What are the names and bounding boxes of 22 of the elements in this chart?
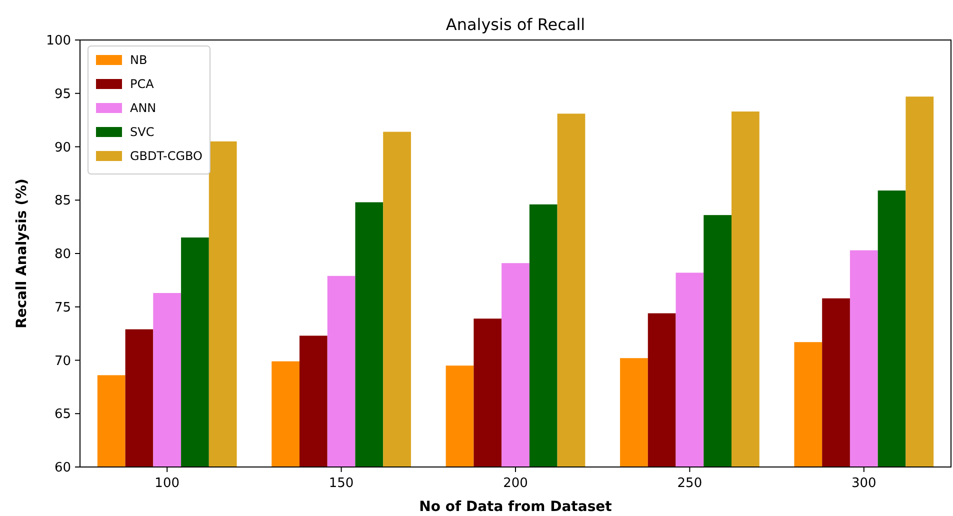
y-axis-title: Recall Analysis (%): [14, 178, 30, 328]
legend-label: ANN: [130, 101, 156, 116]
chart-title: Analysis of Recall: [446, 15, 586, 34]
x-tick-label: 200: [503, 476, 528, 491]
x-axis-title: No of Data from Dataset: [419, 499, 612, 515]
legend-label: SVC: [130, 125, 154, 140]
y-tick-label: 65: [54, 407, 71, 422]
y-tick-label: 100: [46, 34, 71, 49]
x-tick-label: 300: [851, 476, 876, 491]
legend-label: PCA: [130, 77, 155, 92]
y-tick-label: 85: [54, 194, 71, 209]
x-tick-label: 250: [677, 476, 702, 491]
x-tick-label: 150: [328, 476, 354, 491]
legend-label: GBDT-CGBO: [130, 149, 202, 164]
x-tick-label: 100: [154, 476, 180, 491]
y-tick-label: 80: [54, 247, 71, 262]
y-tick-label: 95: [54, 86, 71, 102]
y-tick-label: 90: [54, 140, 71, 156]
y-tick-label: 75: [54, 300, 71, 316]
y-tick-label: 60: [54, 460, 71, 476]
y-tick-label: 70: [54, 354, 71, 369]
legend-label: NB: [130, 53, 148, 68]
